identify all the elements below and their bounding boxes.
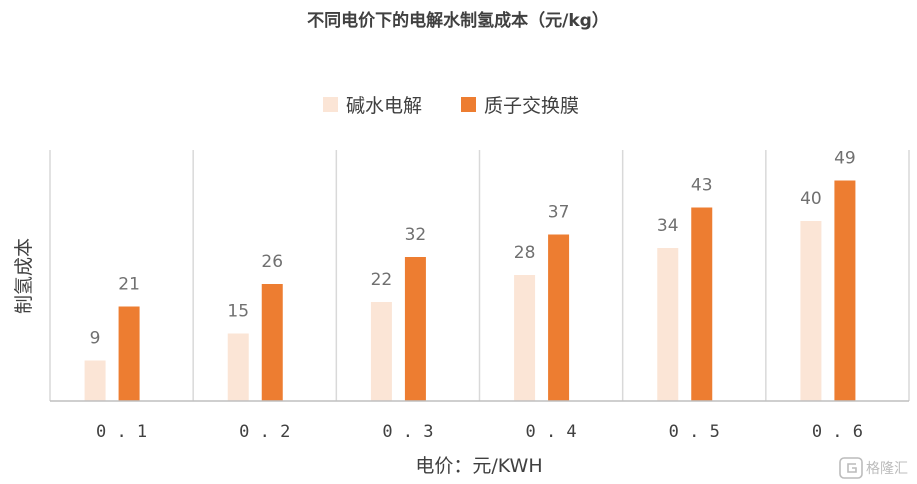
bar-alkaline: [800, 221, 822, 401]
bar-alkaline: [514, 275, 536, 401]
data-label-alkaline: 28: [514, 243, 536, 263]
data-label-alkaline: 34: [657, 216, 679, 236]
g-logo-icon: [839, 457, 863, 479]
y-axis-title: 制氢成本: [13, 238, 35, 314]
data-label-pem: 26: [261, 252, 283, 272]
data-label-pem: 21: [118, 275, 140, 295]
x-tick-label: 0 . 5: [669, 422, 720, 442]
legend-label-pem: 质子交换膜: [484, 95, 579, 117]
x-tick-label: 0 . 4: [525, 422, 576, 442]
bar-alkaline: [370, 302, 392, 401]
bar-alkaline: [657, 248, 679, 401]
data-label-pem: 37: [548, 203, 570, 223]
x-tick-labels: 0 . 1 0 . 2 0 . 3 0 . 4 0 . 5 0 . 6: [96, 422, 863, 442]
data-label-alkaline: 9: [90, 329, 101, 349]
watermark: 格隆汇: [839, 457, 908, 479]
bar-pem: [834, 180, 856, 401]
data-label-pem: 32: [405, 225, 427, 245]
legend: 碱水电解 质子交换膜: [323, 95, 579, 117]
legend-swatch-pem: [461, 97, 476, 112]
data-labels: 9 21 15 26 22 32 28 37 34 43 40 49: [90, 149, 856, 349]
data-label-pem: 49: [834, 149, 856, 169]
legend-swatch-alkaline: [323, 97, 338, 112]
bar-pem: [548, 234, 570, 401]
x-tick-label: 0 . 6: [812, 422, 863, 442]
bar-pem: [261, 284, 283, 401]
data-label-alkaline: 22: [371, 270, 393, 290]
bars: [84, 180, 856, 401]
chart-title: 不同电价下的电解水制氢成本（元/kg）: [307, 10, 609, 31]
watermark-text: 格隆汇: [866, 461, 908, 477]
x-tick-label: 0 . 1: [96, 422, 147, 442]
data-label-alkaline: 15: [227, 302, 249, 322]
category-gridlines: [49, 150, 910, 401]
data-label-alkaline: 40: [800, 189, 822, 209]
bar-alkaline: [227, 333, 249, 401]
data-label-pem: 43: [691, 176, 713, 196]
x-tick-label: 0 . 2: [239, 422, 290, 442]
bar-pem: [691, 207, 713, 401]
x-axis-title: 电价：元/KWH: [415, 455, 542, 477]
bar-pem: [404, 257, 426, 401]
bar-pem: [118, 306, 140, 401]
x-tick-label: 0 . 3: [382, 422, 433, 442]
bar-alkaline: [84, 360, 106, 401]
legend-label-alkaline: 碱水电解: [346, 95, 422, 117]
